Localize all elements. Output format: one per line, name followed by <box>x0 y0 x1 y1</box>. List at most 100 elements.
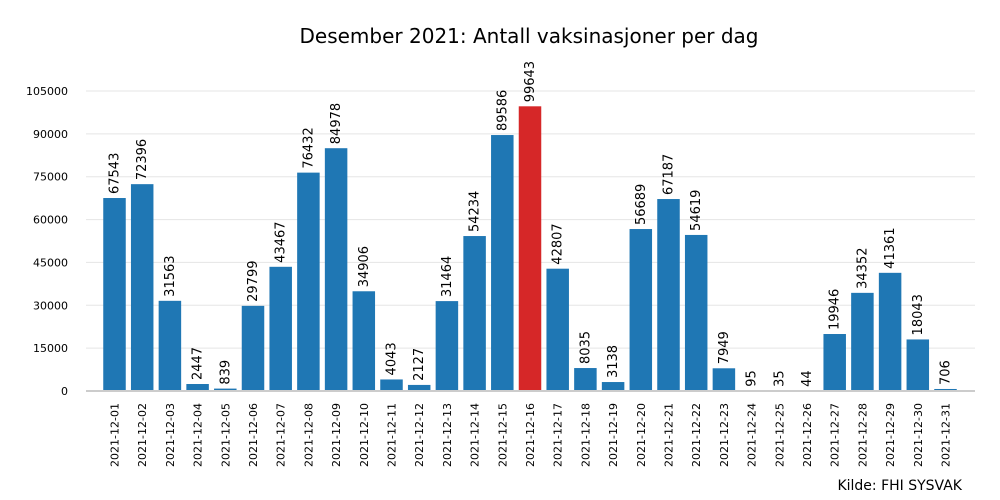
data-label: 34906 <box>357 246 372 287</box>
x-tick-label: 2021-12-11 <box>386 403 399 467</box>
x-tick-label: 2021-12-13 <box>441 403 454 467</box>
bar <box>241 305 265 391</box>
bar <box>352 291 376 391</box>
y-tick-label: 45000 <box>33 256 68 269</box>
data-label: 84978 <box>329 103 344 144</box>
y-tick-label: 15000 <box>33 342 68 355</box>
bar <box>380 379 403 391</box>
bar <box>186 384 209 391</box>
bar <box>823 334 846 391</box>
data-label: 29799 <box>246 261 261 302</box>
data-label: 56689 <box>634 184 649 225</box>
bar <box>574 368 597 391</box>
chart-title: Desember 2021: Antall vaksinasjoner per … <box>300 24 759 48</box>
bar <box>546 268 569 391</box>
data-label: 72396 <box>135 139 150 180</box>
x-tick-label: 2021-12-31 <box>940 403 953 467</box>
data-label: 3138 <box>606 345 621 378</box>
data-label: 43467 <box>274 221 289 262</box>
bar <box>629 229 653 391</box>
data-label: 839 <box>218 360 233 385</box>
y-tick-label: 90000 <box>33 128 68 141</box>
bar <box>158 300 182 391</box>
x-tick-label: 2021-12-15 <box>496 403 509 467</box>
bar <box>851 292 874 391</box>
bar <box>297 172 320 391</box>
data-label: 54619 <box>689 190 704 231</box>
data-label: 54234 <box>468 191 483 232</box>
data-label: 34352 <box>855 247 870 288</box>
y-tick-label: 60000 <box>33 214 68 227</box>
data-label: 19946 <box>828 289 843 330</box>
x-tick-label: 2021-12-26 <box>801 403 814 467</box>
data-label: 35 <box>772 370 787 387</box>
bar <box>324 148 348 391</box>
bar <box>601 382 625 391</box>
bar <box>491 135 514 391</box>
x-tick-label: 2021-12-09 <box>330 403 343 467</box>
data-label: 99643 <box>523 61 538 102</box>
x-axis: 2021-12-01 2021-12-02 2021-12-03 2021-12-04… <box>109 403 953 467</box>
x-tick-label: 2021-12-21 <box>663 403 676 467</box>
data-label: 42807 <box>551 223 566 264</box>
bar <box>130 184 154 391</box>
data-label: 95 <box>745 370 760 387</box>
data-label: 8035 <box>578 331 593 364</box>
data-label: 41361 <box>883 227 898 268</box>
x-tick-label: 2021-12-10 <box>358 403 371 467</box>
bar <box>269 266 292 391</box>
x-tick-label: 2021-12-07 <box>275 403 288 467</box>
x-tick-label: 2021-12-29 <box>884 403 897 467</box>
x-tick-label: 2021-12-30 <box>912 403 925 467</box>
x-tick-label: 2021-12-22 <box>690 403 703 467</box>
bar <box>407 384 431 391</box>
x-tick-label: 2021-12-03 <box>164 403 177 467</box>
bar <box>214 388 237 391</box>
bar <box>657 199 680 391</box>
bar <box>906 339 930 391</box>
x-tick-label: 2021-12-05 <box>219 403 232 467</box>
bar <box>103 198 126 391</box>
x-tick-label: 2021-12-27 <box>829 403 842 467</box>
data-label: 44 <box>800 370 815 387</box>
x-tick-label: 2021-12-08 <box>302 403 315 467</box>
x-tick-label: 2021-12-25 <box>773 403 786 467</box>
x-tick-label: 2021-12-14 <box>469 403 482 467</box>
bar <box>934 388 957 391</box>
y-axis: 0 15000 30000 45000 60000 75000 90000 105000 <box>26 85 68 398</box>
x-tick-label: 2021-12-20 <box>635 403 648 467</box>
bar <box>712 368 736 391</box>
bars <box>103 106 957 391</box>
bar <box>878 272 902 391</box>
data-label: 67543 <box>108 153 123 194</box>
y-tick-label: 0 <box>61 385 68 398</box>
data-label: 31563 <box>163 255 178 296</box>
x-tick-label: 2021-12-12 <box>413 403 426 467</box>
data-label: 67187 <box>662 154 677 195</box>
x-tick-label: 2021-12-04 <box>192 403 205 467</box>
data-label: 706 <box>939 360 954 385</box>
x-tick-label: 2021-12-28 <box>856 403 869 467</box>
data-label: 2127 <box>412 348 427 381</box>
x-tick-label: 2021-12-23 <box>718 403 731 467</box>
data-label: 89586 <box>495 90 510 131</box>
x-tick-label: 2021-12-16 <box>524 403 537 467</box>
bar <box>518 106 542 391</box>
x-tick-label: 2021-12-17 <box>552 403 565 467</box>
data-label: 7949 <box>717 331 732 364</box>
y-tick-label: 105000 <box>26 85 68 98</box>
y-tick-label: 30000 <box>33 299 68 312</box>
x-tick-label: 2021-12-01 <box>109 403 122 467</box>
x-tick-label: 2021-12-06 <box>247 403 260 467</box>
x-tick-label: 2021-12-24 <box>746 403 759 467</box>
y-tick-label: 75000 <box>33 171 68 184</box>
bar <box>463 236 486 391</box>
bar <box>684 234 708 391</box>
data-label: 31464 <box>440 256 455 297</box>
bar <box>435 301 459 391</box>
source-note: Kilde: FHI SYSVAK <box>837 478 962 494</box>
data-label: 18043 <box>911 294 926 335</box>
x-tick-label: 2021-12-18 <box>579 403 592 467</box>
data-label: 2447 <box>191 347 206 380</box>
